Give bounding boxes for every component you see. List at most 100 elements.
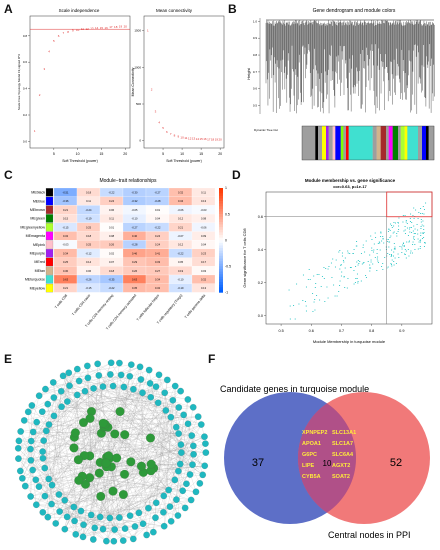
- gene-point: •: [316, 292, 318, 297]
- gene-point: •: [336, 257, 338, 262]
- gene-point: •: [391, 251, 393, 256]
- connectivity-point: 14: [196, 137, 200, 141]
- legend-gradient-step: [219, 193, 223, 197]
- gene-point: •: [424, 244, 426, 249]
- gene-point: •: [386, 265, 388, 270]
- gene-point: •: [418, 209, 420, 214]
- gene-point: •: [422, 211, 424, 216]
- heatmap-cell-value: 0.21: [178, 225, 184, 229]
- network-node: [90, 385, 97, 392]
- network-node: [38, 408, 46, 415]
- heatmap-cell-value: 0.32: [155, 286, 161, 290]
- heatmap-cell-value: 0.05: [178, 260, 184, 264]
- heatmap-cell-value: 0.08: [109, 234, 115, 238]
- network-node: [15, 455, 22, 462]
- gene-point: •: [413, 223, 415, 228]
- gene-point: •: [394, 246, 396, 251]
- gene-point: •: [375, 255, 377, 260]
- legend-gradient-step: [219, 253, 223, 257]
- network-node: [19, 475, 26, 482]
- gene-point: •: [409, 226, 411, 231]
- heatmap-cell-value: 0.06: [86, 269, 92, 273]
- gene-point: •: [356, 259, 358, 264]
- network-node: [84, 362, 91, 370]
- gene-point: •: [378, 259, 380, 264]
- gene-point: •: [298, 301, 300, 306]
- dendrogram-branches: [265, 20, 435, 114]
- gene-point: •: [341, 269, 343, 274]
- network-node: [74, 365, 81, 373]
- gene-point: •: [417, 236, 419, 241]
- threshold-point: 4: [48, 50, 50, 54]
- module-color-block: [428, 126, 435, 160]
- connectivity-point: 20: [219, 138, 223, 142]
- trait-label: T cells gamma delta: [184, 293, 207, 319]
- network-node: [101, 458, 111, 468]
- network-node: [52, 520, 60, 527]
- legend-gradient-step: [219, 190, 223, 194]
- gene-point: •: [332, 256, 334, 261]
- network-node: [66, 382, 73, 390]
- network-node: [29, 428, 37, 436]
- network-node: [98, 418, 108, 428]
- gene-point: •: [335, 264, 337, 269]
- network-node: [87, 511, 95, 519]
- gene-point: •: [406, 248, 408, 253]
- gene-point: •: [380, 247, 382, 252]
- gene-point: •: [388, 226, 390, 231]
- network-node: [162, 407, 170, 414]
- gene-point: •: [333, 282, 335, 287]
- heatmap-cell-value: 0.34: [155, 277, 161, 281]
- legend-tick-label: 0.5: [225, 212, 230, 216]
- gene-point: •: [324, 276, 326, 281]
- gene-point: •: [377, 258, 379, 263]
- mean-connectivity-ylabel: Mean Connectivity: [131, 67, 135, 96]
- network-node: [107, 359, 115, 367]
- network-node: [146, 459, 156, 469]
- gene-point: •: [339, 282, 341, 287]
- network-node: [120, 383, 128, 391]
- legend-gradient-step: [219, 289, 223, 293]
- network-node: [108, 486, 118, 496]
- gene-point: •: [420, 243, 422, 248]
- threshold-point: 2: [39, 93, 41, 97]
- gene-point: •: [393, 229, 395, 234]
- venn-left-count: 37: [252, 457, 264, 469]
- network-node: [126, 457, 136, 467]
- connectivity-point: 13: [192, 137, 196, 141]
- module-label: MEblack: [31, 191, 45, 195]
- network-node: [184, 396, 192, 403]
- gene-point: •: [342, 250, 344, 255]
- gene-point: •: [414, 241, 416, 246]
- gene-point: •: [421, 217, 423, 222]
- network-node: [27, 457, 35, 464]
- network-node: [161, 389, 168, 397]
- heatmap-cell-value: 0.11: [109, 217, 114, 221]
- y-tick-label: 1500: [134, 29, 141, 33]
- heatmap-cell-value: 0.25: [63, 260, 69, 264]
- gene-point: •: [355, 264, 357, 269]
- gene-point: •: [306, 308, 308, 313]
- module-color-block: [343, 126, 347, 160]
- gene-point: •: [288, 287, 290, 292]
- network-node: [126, 512, 134, 519]
- gene-point: •: [412, 212, 414, 217]
- legend-gradient-step: [219, 227, 223, 231]
- network-node: [128, 361, 135, 368]
- network-node: [189, 461, 196, 468]
- gene-point: •: [361, 278, 363, 283]
- network-node: [55, 491, 63, 498]
- network-node: [143, 531, 150, 539]
- module-color-swatch: [45, 266, 54, 275]
- network-node: [171, 382, 179, 390]
- connectivity-point: 7: [170, 132, 172, 136]
- network-node: [173, 496, 180, 503]
- gene-point: •: [409, 238, 411, 243]
- network-node: [175, 467, 182, 475]
- overlap-gene-label: AGXT2: [332, 463, 350, 469]
- module-color-block: [386, 126, 389, 160]
- scatter-title: Module membership vs. gene significance: [305, 178, 396, 183]
- gene-point: •: [352, 251, 354, 256]
- module-label: MEgreen: [30, 217, 45, 221]
- gene-point: •: [411, 220, 413, 225]
